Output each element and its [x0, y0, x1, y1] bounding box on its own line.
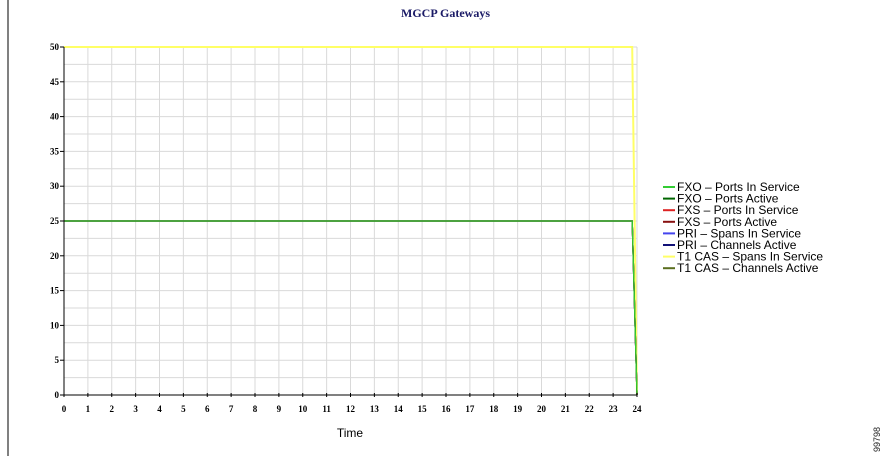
legend-label: T1 CAS – Spans In Service	[677, 250, 823, 264]
x-tick-label: 3	[133, 404, 138, 414]
x-tick-label: 10	[298, 404, 308, 414]
x-tick-label: 8	[253, 404, 258, 414]
x-tick-label: 4	[157, 404, 162, 414]
x-tick-label: 5	[181, 404, 186, 414]
legend-label: FXS – Ports Active	[677, 215, 777, 229]
x-tick-label: 23	[609, 404, 619, 414]
x-tick-label: 19	[513, 404, 523, 414]
x-tick-label: 13	[370, 404, 380, 414]
y-tick-label: 35	[50, 146, 60, 156]
x-tick-label: 6	[205, 404, 210, 414]
y-tick-label: 0	[55, 390, 60, 400]
figure-id-mark: 99798	[872, 427, 882, 452]
y-tick-label: 40	[50, 112, 60, 122]
x-tick-label: 1	[86, 404, 91, 414]
x-tick-label: 21	[561, 404, 571, 414]
legend-label: T1 CAS – Channels Active	[677, 261, 819, 275]
legend-label: PRI – Spans In Service	[677, 226, 801, 240]
y-tick-label: 30	[50, 181, 60, 191]
y-tick-label: 5	[55, 355, 60, 365]
series-line-6	[64, 46, 638, 396]
series-lines	[64, 46, 638, 396]
y-tick-label: 10	[50, 320, 60, 330]
x-tick-label: 20	[537, 404, 547, 414]
x-tick-label: 15	[418, 404, 428, 414]
x-tick-label: 22	[585, 404, 595, 414]
legend-label: PRI – Channels Active	[677, 238, 797, 252]
x-tick-label: 17	[465, 404, 475, 414]
x-tick-label: 9	[277, 404, 282, 414]
legend-label: FXO – Ports In Service	[677, 180, 800, 194]
x-tick-label: 12	[346, 404, 356, 414]
chart-title: MGCP Gateways	[401, 6, 490, 20]
x-tick-label: 18	[489, 404, 499, 414]
x-tick-label: 0	[62, 404, 67, 414]
x-axis-title: Time	[337, 426, 364, 440]
x-tick-label: 14	[394, 404, 404, 414]
series-line-0	[64, 220, 638, 396]
x-tick-label: 2	[110, 404, 115, 414]
y-tick-labels: 0 5 10 15 20 25 30 35 40 45 50	[50, 42, 64, 400]
y-tick-label: 20	[50, 251, 60, 261]
x-tick-labels: 0 1 2 3 4 5 6 7 8 9 10 11 12 13 14 15 16 17 18 19 20 21 22 23 24	[62, 393, 642, 414]
legend-label: FXO – Ports Active	[677, 192, 779, 206]
y-tick-label: 25	[50, 216, 60, 226]
x-tick-label: 11	[322, 404, 331, 414]
x-tick-label: 16	[442, 404, 452, 414]
y-tick-label: 50	[50, 42, 60, 52]
x-tick-label: 24	[633, 404, 643, 414]
y-tick-label: 15	[50, 286, 60, 296]
legend-label: FXS – Ports In Service	[677, 203, 799, 217]
x-tick-label: 7	[229, 404, 234, 414]
y-tick-label: 45	[50, 77, 60, 87]
